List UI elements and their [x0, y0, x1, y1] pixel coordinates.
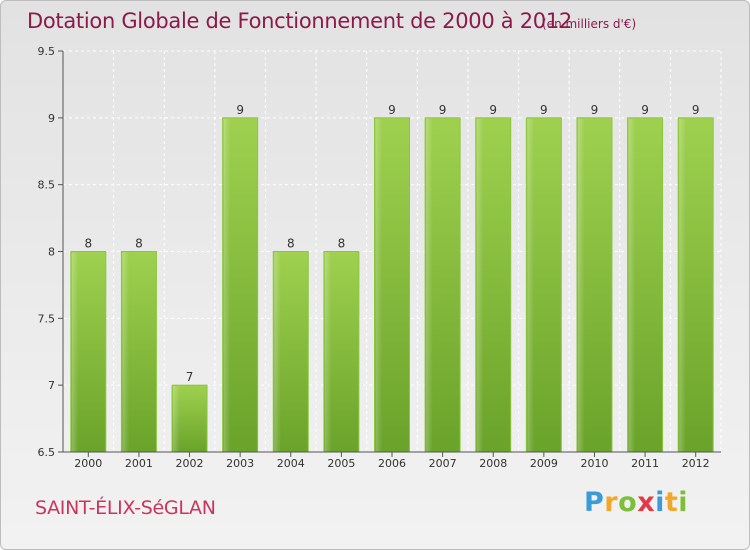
data-label: 9: [641, 103, 649, 117]
x-tick-label: 2002: [176, 457, 204, 470]
bar-highlight: [324, 252, 358, 452]
y-tick-label: 7: [48, 379, 55, 392]
x-tick-label: 2005: [327, 457, 355, 470]
x-tick-label: 2008: [479, 457, 507, 470]
data-label: 9: [692, 103, 700, 117]
data-label: 9: [489, 103, 497, 117]
x-tick-label: 2000: [74, 457, 102, 470]
data-label: 8: [338, 237, 346, 251]
commune-name: SAINT-ÉLIX-SéGLAN: [35, 497, 216, 519]
bars-layer: 8 8 7 9 8 8 9 9 9 9 9 9 9: [70, 103, 714, 453]
data-label: 9: [388, 103, 396, 117]
y-tick-label: 9: [48, 112, 55, 125]
x-tick-label: 2012: [682, 457, 710, 470]
y-tick-label: 9.5: [38, 45, 56, 58]
x-tick-label: 2009: [530, 457, 558, 470]
data-label: 9: [439, 103, 447, 117]
bar-highlight: [577, 118, 611, 452]
chart-subtitle: (en milliers d'€): [542, 17, 637, 31]
x-tick-label: 2010: [580, 457, 608, 470]
bar-highlight: [173, 386, 207, 452]
data-label: 9: [540, 103, 548, 117]
x-tick-label: 2006: [378, 457, 406, 470]
bar-highlight: [122, 252, 156, 452]
data-label: 8: [135, 237, 143, 251]
x-tick-label: 2004: [277, 457, 305, 470]
x-tick-label: 2007: [429, 457, 457, 470]
data-label: 8: [84, 237, 92, 251]
bar-highlight: [71, 252, 105, 452]
bar-highlight: [527, 118, 561, 452]
data-label: 7: [186, 370, 194, 384]
y-tick-label: 8.5: [38, 179, 56, 192]
data-label: 9: [236, 103, 244, 117]
bar-highlight: [679, 118, 713, 452]
bar-highlight: [375, 118, 409, 452]
x-tick-label: 2001: [125, 457, 153, 470]
x-tick-label: 2003: [226, 457, 254, 470]
data-label: 9: [591, 103, 599, 117]
axis-layer: 6.5 7 7.5 8 8.5 9 9.5 2000 2001 2002 2003 2004 2005 2…: [38, 45, 721, 470]
y-tick-label: 8: [48, 246, 55, 259]
chart-title: Dotation Globale de Fonctionnement de 20…: [27, 9, 572, 33]
x-tick-label: 2011: [631, 457, 659, 470]
bar-highlight: [628, 118, 662, 452]
bar-highlight: [223, 118, 257, 452]
bar-highlight: [426, 118, 460, 452]
bar-highlight: [476, 118, 510, 452]
data-label: 8: [287, 237, 295, 251]
y-tick-label: 7.5: [38, 312, 56, 325]
bar-highlight: [274, 252, 308, 452]
proxiti-logo: Proxiti: [584, 487, 689, 518]
y-tick-label: 6.5: [38, 446, 56, 459]
